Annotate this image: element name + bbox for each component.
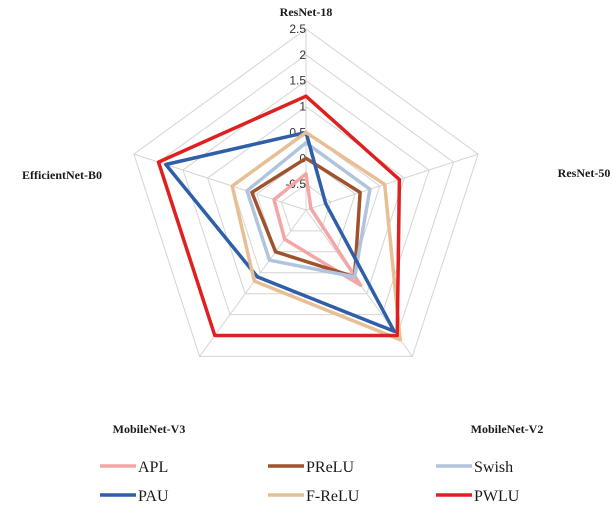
radar-axis-labels: ResNet-18 ResNet-50 MobileNet-V2 MobileNet-…	[22, 5, 610, 436]
axis-label: EfficientNet-B0	[22, 168, 102, 182]
tick-label: 1	[299, 100, 306, 114]
tick-label: 2	[299, 48, 306, 62]
series-line-apl	[272, 172, 363, 288]
grid-ring	[207, 105, 405, 295]
axis-label: ResNet-18	[280, 5, 333, 19]
legend-label: PAU	[138, 488, 169, 505]
series-line-swish	[245, 141, 372, 279]
series-line-pau	[164, 130, 396, 334]
series-line-prelu	[250, 156, 362, 279]
grid-ring	[133, 28, 479, 357]
series-line-pwlu	[156, 94, 402, 338]
radar-series	[156, 94, 402, 342]
axis-label: ResNet-50	[558, 166, 611, 180]
axis-label: MobileNet-V2	[471, 422, 544, 436]
radar-spokes	[133, 29, 479, 357]
series-line-f-relu	[230, 130, 402, 342]
axis-label: MobileNet-V3	[113, 422, 186, 436]
legend-label: PReLU	[306, 459, 354, 476]
grid-spoke	[305, 153, 479, 211]
legend-label: PWLU	[474, 488, 520, 505]
tick-label: 1.5	[289, 74, 306, 88]
legend-label: APL	[138, 459, 168, 476]
legend-label: F-ReLU	[306, 488, 360, 505]
grid-spoke	[199, 209, 307, 357]
tick-label: 2.5	[289, 22, 306, 36]
grid-ring	[280, 183, 332, 232]
legend-label: Swish	[474, 459, 513, 476]
grid-spoke	[133, 153, 307, 211]
legend: APL PReLU Swish PAU F-ReLU PWLU	[100, 459, 520, 505]
